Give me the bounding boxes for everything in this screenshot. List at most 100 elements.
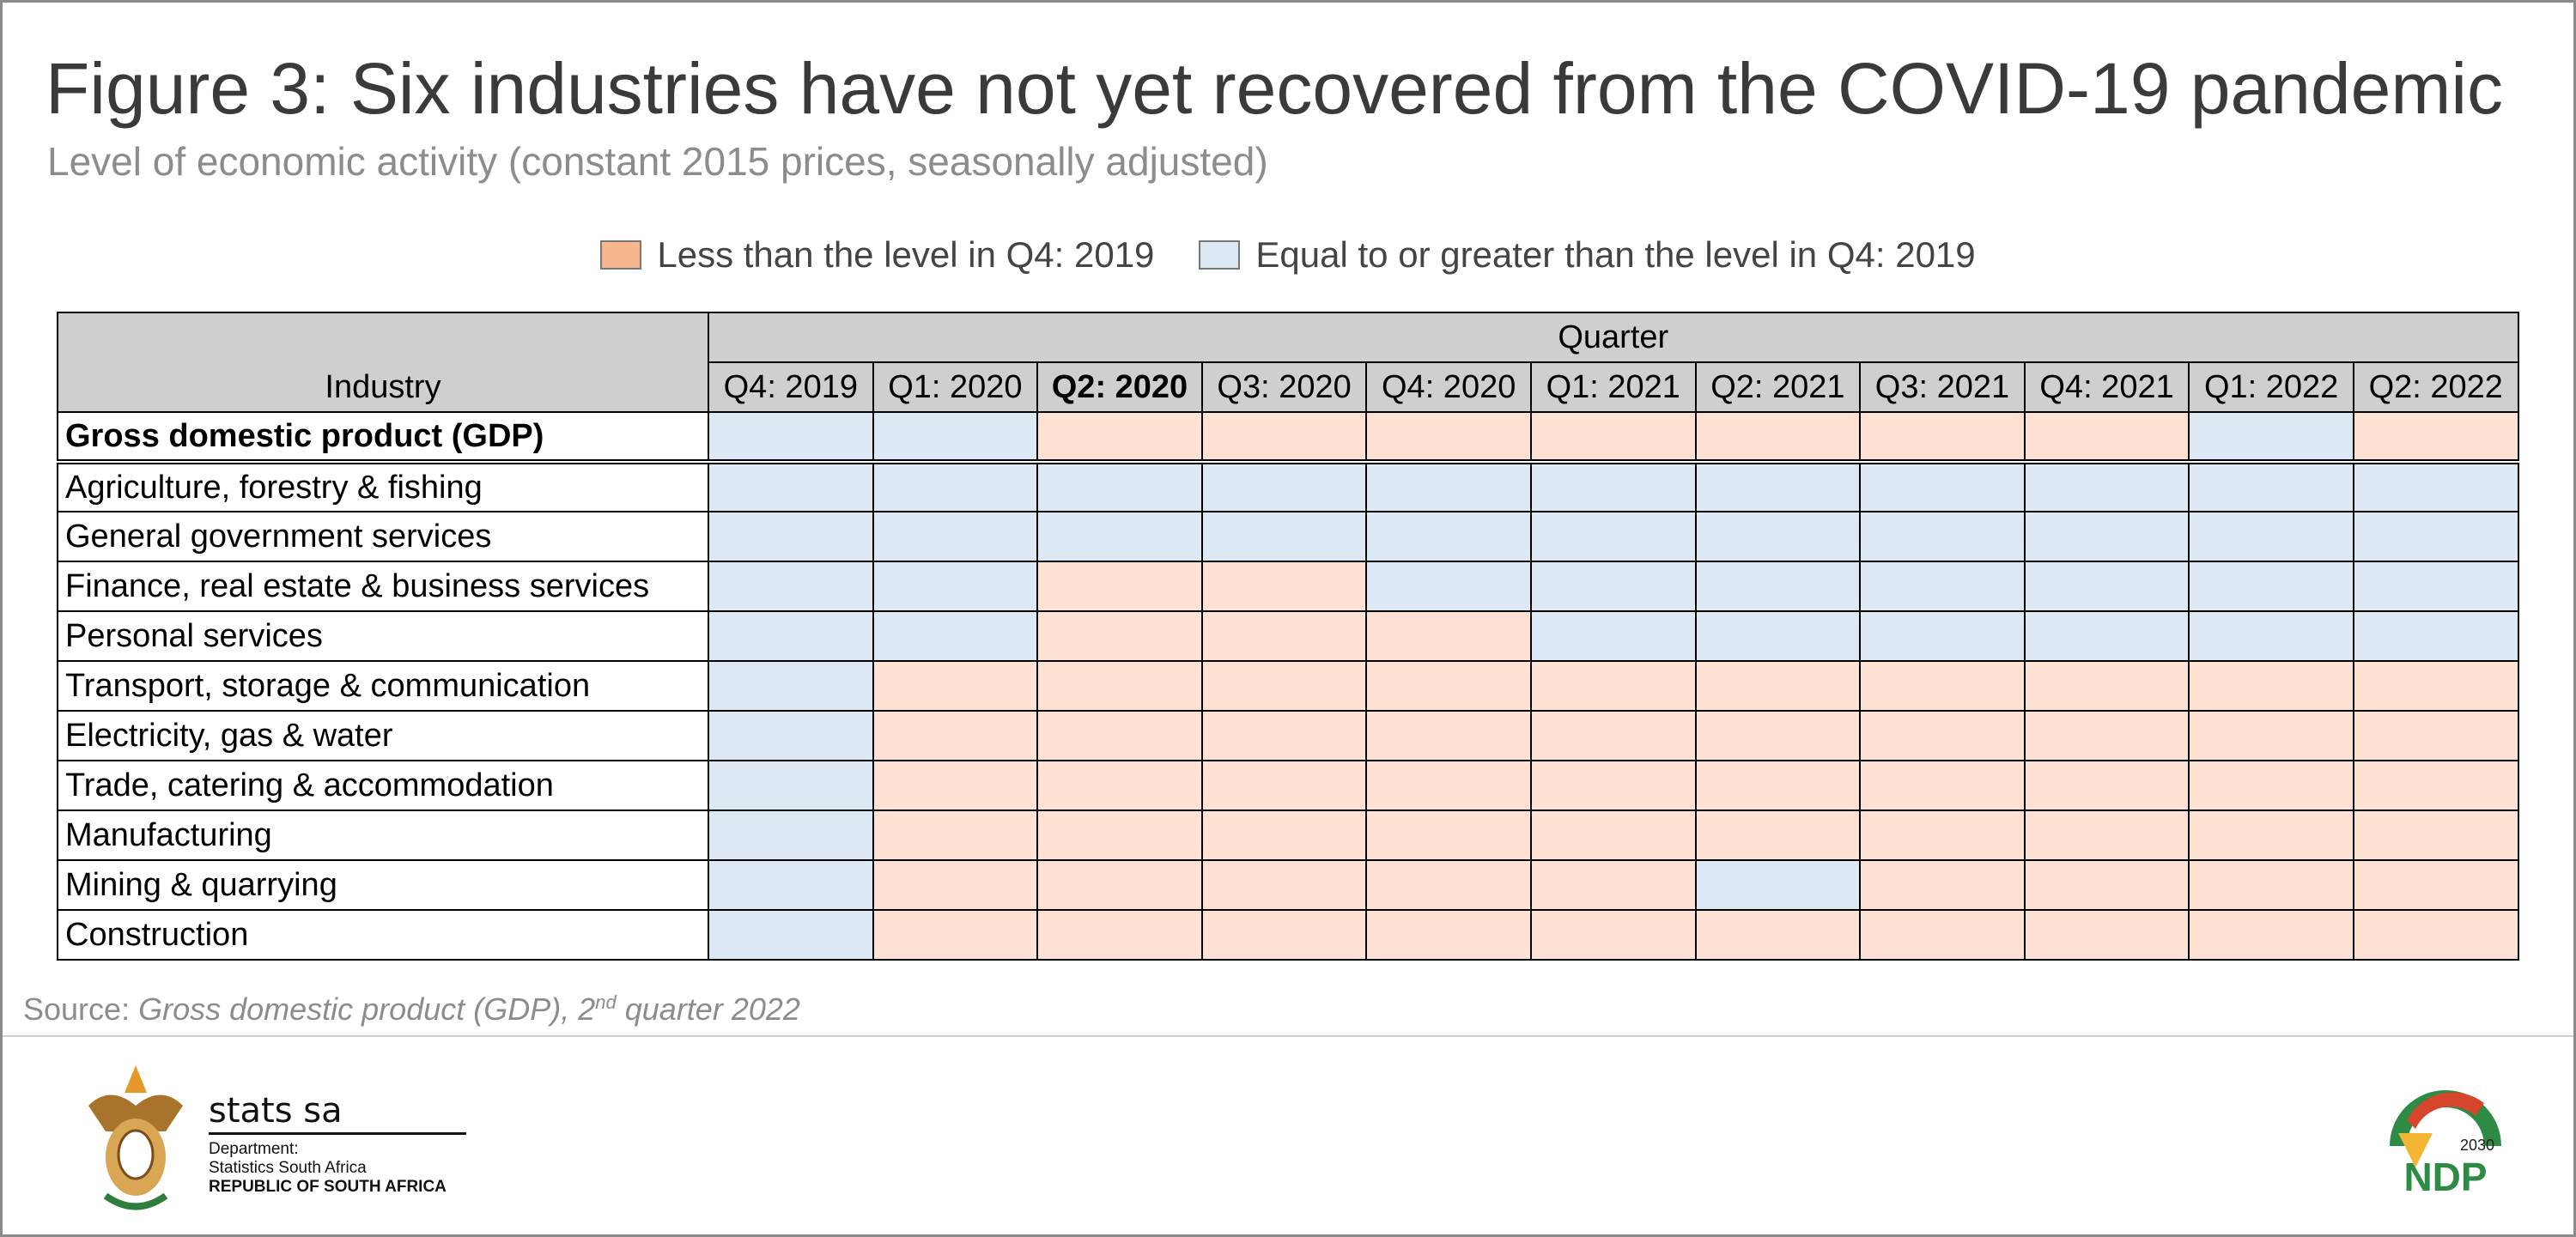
status-cell [1036, 909, 1203, 961]
quarter-header: Q2: 2022 [2352, 361, 2519, 413]
status-cell [1529, 561, 1697, 612]
status-cell [2352, 810, 2519, 861]
status-cell [1859, 610, 2026, 662]
status-cell [1200, 461, 1368, 512]
quarter-header: Q1: 2020 [872, 361, 1039, 413]
status-cell [1529, 511, 1697, 562]
status-cell [2188, 561, 2354, 612]
status-cell [1200, 561, 1368, 612]
ndp-year: 2030 [2460, 1137, 2494, 1154]
separator [3, 1035, 2573, 1037]
table-row: Mining & quarrying [57, 859, 2519, 911]
status-cell [1200, 760, 1368, 811]
legend-label: Equal to or greater than the level in Q4… [1255, 234, 1976, 275]
status-cell [2023, 411, 2190, 464]
status-cell [1694, 511, 1862, 562]
column-group: Quarter [708, 312, 2519, 363]
status-cell [872, 909, 1039, 961]
industry-name: Gross domestic product (GDP) [57, 411, 709, 464]
industry-name: General government services [57, 511, 709, 562]
legend-item: Less than the level in Q4: 2019 [600, 234, 1154, 276]
status-cell [2023, 760, 2190, 811]
status-cell [2188, 461, 2354, 512]
quarter-header: Q4: 2019 [708, 361, 874, 413]
status-cell [1694, 411, 1862, 464]
status-cell [708, 859, 874, 911]
status-cell [2188, 909, 2354, 961]
status-cell [1859, 660, 2026, 712]
status-cell [2023, 561, 2190, 612]
status-cell [1365, 411, 1532, 464]
status-cell [2188, 411, 2354, 464]
status-cell [1200, 859, 1368, 911]
quarter-header: Q4: 2020 [1365, 361, 1532, 413]
status-cell [708, 511, 874, 562]
status-cell [708, 411, 874, 464]
quarter-header: Q1: 2022 [2188, 361, 2354, 413]
status-cell [2352, 561, 2519, 612]
industry-name: Agriculture, forestry & fishing [57, 461, 709, 512]
status-cell [2188, 660, 2354, 712]
status-cell [1529, 411, 1697, 464]
industry-name: Construction [57, 909, 709, 961]
status-cell [1859, 760, 2026, 811]
status-cell [708, 909, 874, 961]
quarter-header: Q4: 2021 [2023, 361, 2190, 413]
status-cell [1694, 660, 1862, 712]
status-cell [2023, 909, 2190, 961]
status-cell [1859, 461, 2026, 512]
status-cell [1365, 760, 1532, 811]
status-cell [872, 859, 1039, 911]
industry-name: Personal services [57, 610, 709, 662]
status-cell [2188, 511, 2354, 562]
table-row: Construction [57, 909, 2519, 961]
legend-swatch [600, 240, 642, 270]
status-cell [1200, 660, 1368, 712]
industry-name: Manufacturing [57, 810, 709, 861]
status-cell [1365, 909, 1532, 961]
ndp-logo: 2030 NDP [2390, 1090, 2501, 1199]
legend-swatch [1199, 240, 1241, 270]
status-cell [1529, 461, 1697, 512]
status-cell [1859, 909, 2026, 961]
status-cell [1036, 660, 1203, 712]
agency: Statistics South Africa [209, 1159, 367, 1177]
table-row: Electricity, gas & water [57, 710, 2519, 761]
table-row: Personal services [57, 610, 2519, 662]
status-cell [2023, 610, 2190, 662]
status-cell [708, 760, 874, 811]
status-cell [1365, 511, 1532, 562]
status-cell [1200, 710, 1368, 761]
status-cell [1529, 660, 1697, 712]
status-cell [1694, 760, 1862, 811]
status-cell [1694, 859, 1862, 911]
status-cell [1694, 461, 1862, 512]
status-cell [1200, 411, 1368, 464]
status-cell [872, 511, 1039, 562]
source: Source: Gross domestic product (GDP), 2n… [23, 991, 800, 1028]
status-cell [1529, 710, 1697, 761]
title: Figure 3: Six industries have not yet re… [46, 48, 2503, 129]
status-cell [1365, 660, 1532, 712]
status-cell [872, 810, 1039, 861]
status-cell [708, 561, 874, 612]
status-cell [2352, 411, 2519, 464]
row-header: Industry [57, 312, 709, 413]
status-cell [872, 710, 1039, 761]
status-cell [708, 710, 874, 761]
status-cell [1036, 411, 1203, 464]
status-cell [872, 660, 1039, 712]
status-cell [2352, 511, 2519, 562]
status-cell [1529, 760, 1697, 811]
status-cell [1694, 610, 1862, 662]
table-row: Agriculture, forestry & fishing [57, 461, 2519, 512]
status-cell [1859, 859, 2026, 911]
table-row: Gross domestic product (GDP) [57, 411, 2519, 464]
source-text: Gross domestic product (GDP), 2nd quarte… [138, 991, 800, 1027]
status-cell [2023, 859, 2190, 911]
status-cell [708, 610, 874, 662]
industry-name: Electricity, gas & water [57, 710, 709, 761]
source-sup: nd [595, 991, 617, 1013]
header-row: Industry Quarter [57, 312, 2519, 413]
table-row: General government services [57, 511, 2519, 562]
